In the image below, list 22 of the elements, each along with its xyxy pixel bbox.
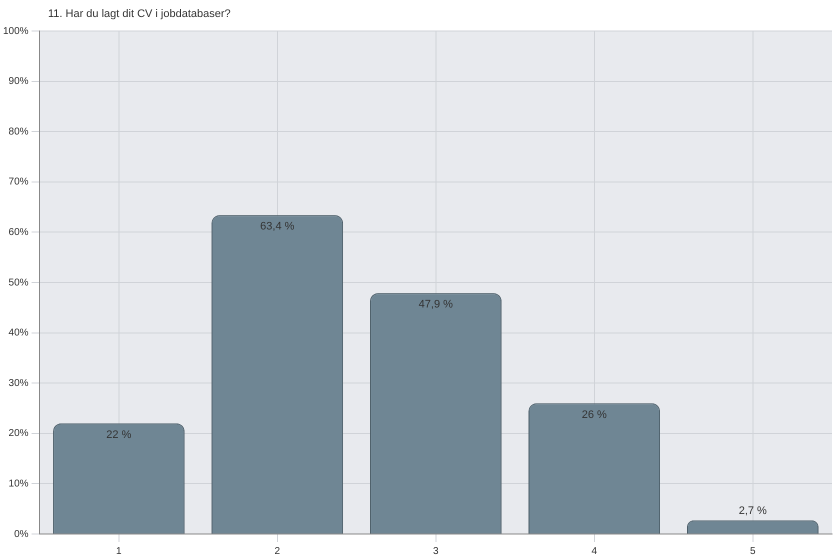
y-tick-label: 60% <box>8 226 29 238</box>
y-tick-label: 50% <box>8 277 29 288</box>
y-tick-label: 80% <box>8 126 29 138</box>
data-label: 26 % <box>582 408 608 421</box>
y-tick-label: 20% <box>8 428 29 440</box>
x-tick-label: 1 <box>116 546 122 557</box>
y-tick-label: 90% <box>8 76 29 88</box>
y-tick-label: 100% <box>3 26 29 37</box>
y-tick-label: 70% <box>8 176 29 188</box>
chart-title: 11. Har du lagt dit CV i jobdatabaser? <box>48 8 231 20</box>
x-tick-label: 3 <box>433 546 440 557</box>
y-tick-label: 40% <box>8 328 29 339</box>
x-tick-label: 4 <box>591 546 598 557</box>
y-tick-label: 30% <box>8 378 29 389</box>
data-label: 2,7 % <box>738 504 768 517</box>
y-tick-label: 0% <box>14 528 29 540</box>
data-label: 63,4 % <box>260 220 295 233</box>
x-tick-label: 5 <box>750 546 756 557</box>
y-tick-label: 10% <box>8 478 29 490</box>
x-tick-label: 2 <box>274 546 281 557</box>
data-label: 22 % <box>106 428 132 441</box>
data-label: 47,9 % <box>418 298 454 311</box>
